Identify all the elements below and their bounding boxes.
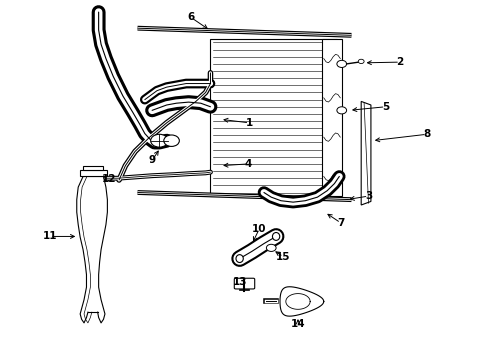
Bar <box>83 166 103 170</box>
Text: 8: 8 <box>422 129 429 139</box>
Text: 4: 4 <box>244 159 251 169</box>
Polygon shape <box>77 176 107 323</box>
Text: 10: 10 <box>251 224 266 234</box>
Text: 9: 9 <box>148 156 155 165</box>
Circle shape <box>150 134 168 147</box>
Text: 1: 1 <box>245 118 252 128</box>
Text: 5: 5 <box>381 102 388 112</box>
Ellipse shape <box>236 255 243 262</box>
FancyBboxPatch shape <box>234 278 254 289</box>
Text: 13: 13 <box>232 277 246 287</box>
Text: 6: 6 <box>187 13 194 22</box>
Text: 12: 12 <box>102 174 116 184</box>
Circle shape <box>358 59 364 64</box>
Bar <box>80 170 107 176</box>
Text: 15: 15 <box>276 252 290 262</box>
Text: 14: 14 <box>290 319 305 329</box>
Circle shape <box>336 60 346 67</box>
Circle shape <box>163 135 179 147</box>
Text: 3: 3 <box>364 191 371 201</box>
Bar <box>210 39 336 196</box>
Text: 2: 2 <box>396 57 403 67</box>
Polygon shape <box>361 102 370 205</box>
Text: 11: 11 <box>42 231 57 242</box>
Polygon shape <box>280 287 323 316</box>
Text: 7: 7 <box>336 218 344 228</box>
Bar <box>322 39 341 196</box>
Ellipse shape <box>272 233 279 240</box>
Circle shape <box>266 244 276 251</box>
Circle shape <box>336 107 346 114</box>
